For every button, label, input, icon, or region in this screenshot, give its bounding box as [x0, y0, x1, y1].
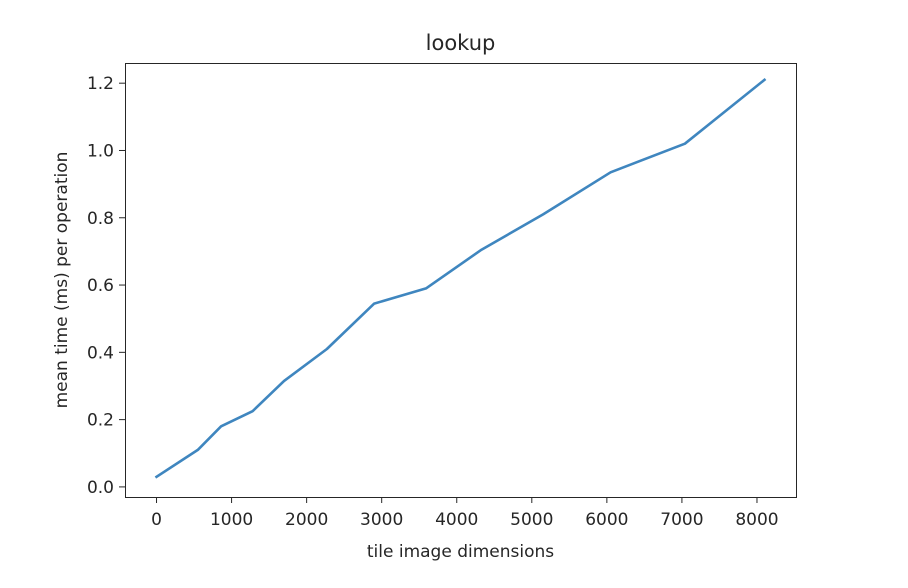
chart-title: lookup — [426, 31, 496, 55]
ticks-layer: 0 1000 2000 3000 4000 5000 6000 7000 8000 0.0 0.2 0… — [87, 74, 779, 530]
y-tick-label: 0.0 — [87, 478, 114, 498]
y-tick-label: 1.0 — [87, 141, 114, 161]
x-tick-label: 2000 — [285, 510, 328, 530]
y-tick-label: 0.6 — [87, 276, 114, 296]
x-tick-label: 5000 — [510, 510, 553, 530]
x-tick-label: 1000 — [210, 510, 253, 530]
x-tick-label: 7000 — [660, 510, 703, 530]
x-tick-label: 0 — [151, 510, 162, 530]
y-axis-label: mean time (ms) per operation — [52, 152, 72, 409]
x-tick-label: 3000 — [360, 510, 403, 530]
x-axis-label: tile image dimensions — [367, 542, 554, 562]
y-tick-label: 0.2 — [87, 411, 114, 431]
x-tick-label: 4000 — [435, 510, 478, 530]
x-tick-label: 6000 — [585, 510, 628, 530]
y-tick-label: 1.2 — [87, 74, 114, 94]
series-line-0 — [157, 80, 765, 477]
series-layer — [156, 80, 764, 477]
y-tick-label: 0.4 — [87, 343, 114, 363]
plot-frame — [126, 64, 797, 498]
x-tick-label: 8000 — [735, 510, 778, 530]
y-tick-label: 0.8 — [87, 209, 114, 229]
